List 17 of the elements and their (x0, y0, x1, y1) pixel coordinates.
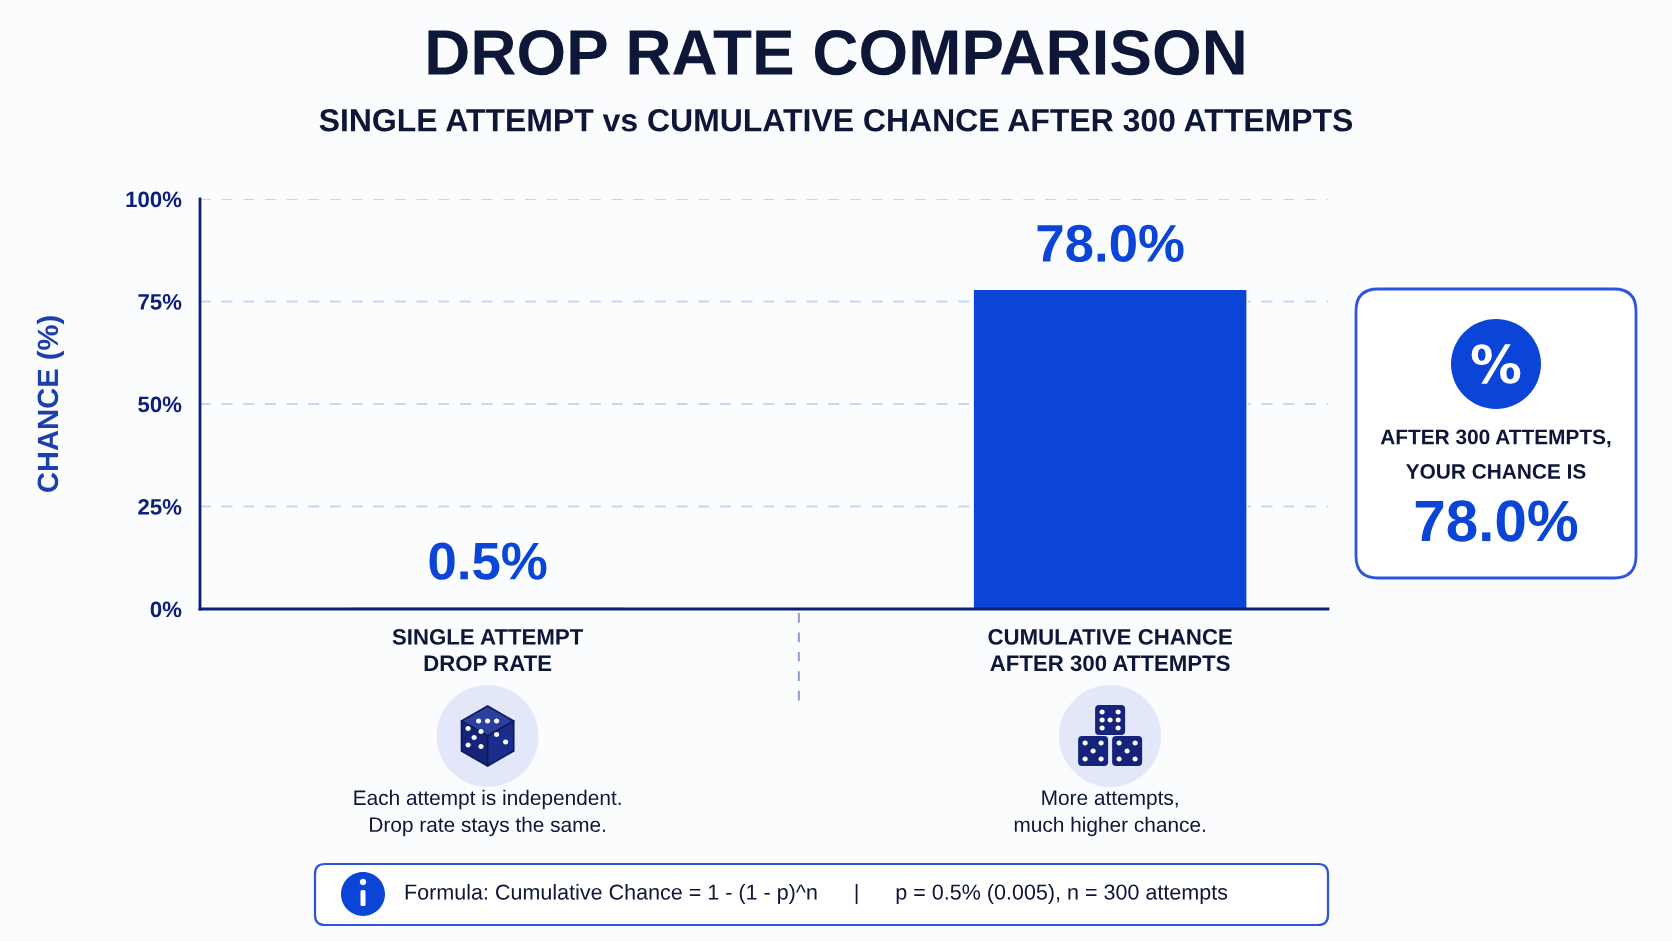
data-label: 0.5% (429, 542, 547, 580)
y-tick-label: 100% (126, 191, 182, 208)
y-tick-label: 25% (138, 499, 182, 515)
text: More attempts, much higher chance. (1014, 790, 1205, 837)
y-tick-label: 75% (138, 294, 182, 310)
text: Each attempt is independent. Drop rate stays the same. (354, 789, 621, 837)
chart-subtitle: SINGLE ATTEMPT vs CUMULATIVE CHANCE AFTER 300 ATTEMPTS (319, 108, 1353, 132)
text: Formula: Cumulative Chance = 1 - (1 - p)^n | p = 0.5% (0.005), n = 300 attempts (405, 883, 1228, 905)
y-axis-title: CHANCE (%) (36, 316, 64, 492)
x-tick-label: CUMULATIVE CHANCE AFTER 300 ATTEMPTS (988, 629, 1232, 672)
text: AFTER 300 ATTEMPTS, YOUR CHANCE IS (1380, 429, 1611, 479)
y-tick-label: 0% (150, 601, 182, 618)
chart-title: DROP RATE COMPARISON (428, 29, 1244, 76)
x-tick-label: SINGLE ATTEMPT DROP RATE (392, 629, 584, 672)
text: 78.0% (1415, 500, 1578, 542)
y-tick-label: 50% (138, 396, 182, 413)
data-label: 78.0% (1037, 224, 1184, 263)
